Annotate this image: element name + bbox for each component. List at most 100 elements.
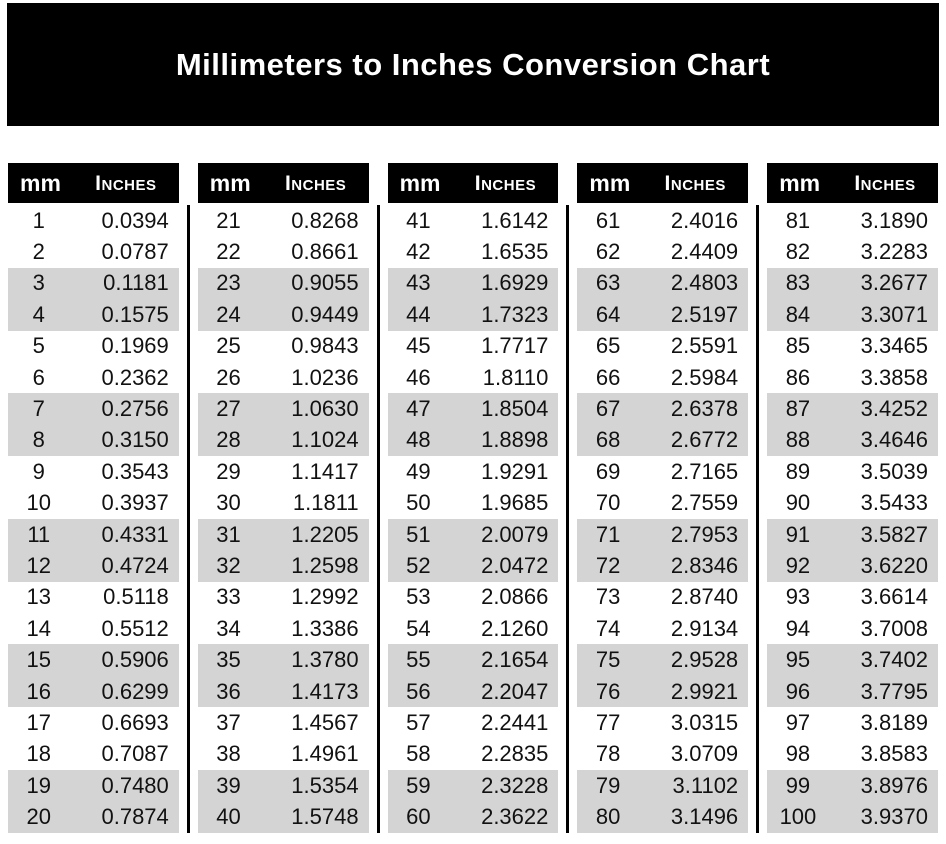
inches-value: 3.2677 (860, 270, 928, 296)
mm-value: 44 (406, 301, 431, 327)
mm-value: 87 (785, 396, 811, 422)
mm-value: 34 (216, 615, 241, 641)
mm-value: 57 (406, 709, 431, 735)
table-row: 74 2.9134 (577, 613, 748, 644)
table-group-2: mm Inches 21 0.8268 22 0.8661 23 0.9055 24 0.9449… (197, 163, 369, 833)
table-row: 92 3.6220 (767, 550, 938, 582)
table-group-1: mm Inches 1 0.0394 2 0.0787 3 0.1181 4 0.1575 5 0.1… (8, 163, 179, 833)
table-row: 79 3.1102 (577, 770, 749, 802)
table-row: 1 0.0394 (8, 205, 179, 236)
table-group-4: mm Inches 61 2.4016 62 2.4409 63 2.4803 64 2.5197… (577, 163, 749, 833)
inches-value: 2.1260 (481, 615, 549, 641)
table-row: 8 0.3150 (8, 424, 179, 457)
mm-value: 75 (595, 647, 621, 673)
table-row: 66 2.5984 (577, 362, 748, 393)
inches-value: 0.1969 (101, 333, 169, 359)
table-row: 10 0.3937 (8, 488, 179, 519)
mm-value: 95 (785, 647, 811, 673)
table-row: 33 1.2992 (198, 582, 369, 613)
table-row: 94 3.7008 (767, 613, 938, 644)
inches-value: 3.4646 (860, 427, 928, 453)
mm-value: 13 (26, 584, 51, 610)
mm-value: 60 (406, 804, 431, 830)
table-row: 45 1.7717 (388, 331, 559, 362)
mm-value: 30 (216, 490, 241, 516)
table-row: 39 1.5354 (197, 770, 369, 802)
mm-value: 84 (785, 301, 811, 327)
inches-value: 0.0787 (101, 239, 169, 265)
mm-value: 51 (406, 521, 431, 547)
table-row: 2 0.0787 (8, 236, 179, 267)
inches-value: 1.2598 (291, 552, 359, 578)
inches-value: 0.5906 (101, 647, 169, 673)
table-row: 35 1.3780 (197, 644, 369, 676)
group-divider (756, 205, 760, 833)
table-row: 38 1.4961 (198, 739, 369, 770)
table-row: 70 2.7559 (577, 488, 748, 519)
column-header-inches: Inches (854, 171, 916, 195)
mm-value: 43 (406, 270, 431, 296)
table-row: 49 1.9291 (388, 456, 559, 487)
table-row: 47 1.8504 (387, 393, 559, 425)
table-row: 90 3.5433 (767, 488, 938, 519)
table-group-3: mm Inches 41 1.6142 42 1.6535 43 1.6929 44 1.7323… (387, 163, 559, 833)
mm-value: 11 (27, 521, 51, 547)
group-header: mm Inches (197, 163, 369, 203)
inches-value: 3.7008 (860, 615, 928, 641)
mm-value: 23 (216, 270, 241, 296)
inches-value: 2.0866 (481, 584, 549, 610)
inches-value: 1.6142 (481, 207, 549, 233)
inches-value: 2.8346 (670, 552, 739, 578)
table-row: 3 0.1181 (8, 267, 179, 300)
table-row: 89 3.5039 (767, 456, 938, 487)
table-row: 20 0.7874 (8, 801, 179, 833)
mm-value: 56 (406, 678, 431, 704)
inches-value: 1.4961 (291, 741, 359, 767)
mm-value: 68 (595, 427, 621, 453)
table-row: 9 0.3543 (8, 456, 179, 487)
table-row: 72 2.8346 (577, 550, 749, 582)
inches-value: 3.0315 (670, 709, 739, 735)
mm-value: 78 (595, 741, 621, 767)
inches-value: 0.7087 (101, 741, 169, 767)
column-header-inches: Inches (284, 171, 347, 195)
table-row: 7 0.2756 (8, 393, 179, 425)
mm-value: 83 (785, 270, 811, 296)
mm-value: 21 (216, 207, 241, 233)
table-row: 84 3.3071 (767, 299, 938, 331)
table-row: 4 0.1575 (8, 299, 179, 331)
table-row: 43 1.6929 (387, 267, 559, 300)
inches-value: 0.8268 (291, 207, 359, 233)
mm-value: 52 (406, 552, 431, 578)
group-divider (186, 205, 190, 833)
table-row: 77 3.0315 (577, 707, 748, 738)
mm-value: 38 (216, 741, 241, 767)
mm-value: 27 (216, 396, 241, 422)
table-row: 93 3.6614 (767, 582, 938, 613)
table-row: 5 0.1969 (8, 331, 179, 362)
inches-value: 1.4567 (291, 709, 359, 735)
inches-value: 2.4409 (670, 239, 739, 265)
table-row: 21 0.8268 (198, 205, 369, 236)
inches-value: 0.3937 (101, 490, 169, 516)
inches-value: 1.8110 (482, 364, 549, 390)
table-row: 80 3.1496 (577, 801, 749, 833)
table-row: 54 2.1260 (388, 613, 559, 644)
inches-value: 3.0709 (670, 741, 739, 767)
table-row: 64 2.5197 (577, 299, 749, 331)
mm-value: 79 (595, 772, 621, 798)
inches-value: 2.4803 (670, 270, 739, 296)
table-row: 48 1.8898 (387, 424, 559, 457)
inches-value: 0.7480 (101, 772, 169, 798)
table-row: 12 0.4724 (8, 550, 179, 582)
inches-value: 0.4331 (101, 521, 169, 547)
mm-value: 39 (216, 772, 241, 798)
mm-value: 6 (32, 364, 45, 390)
inches-value: 3.3858 (860, 364, 928, 390)
mm-value: 10 (26, 490, 51, 516)
column-header-mm: mm (779, 169, 821, 196)
inches-value: 2.0079 (481, 521, 549, 547)
table-row: 52 2.0472 (387, 550, 559, 582)
inches-value: 0.1181 (103, 270, 169, 296)
table-row: 65 2.5591 (577, 331, 748, 362)
